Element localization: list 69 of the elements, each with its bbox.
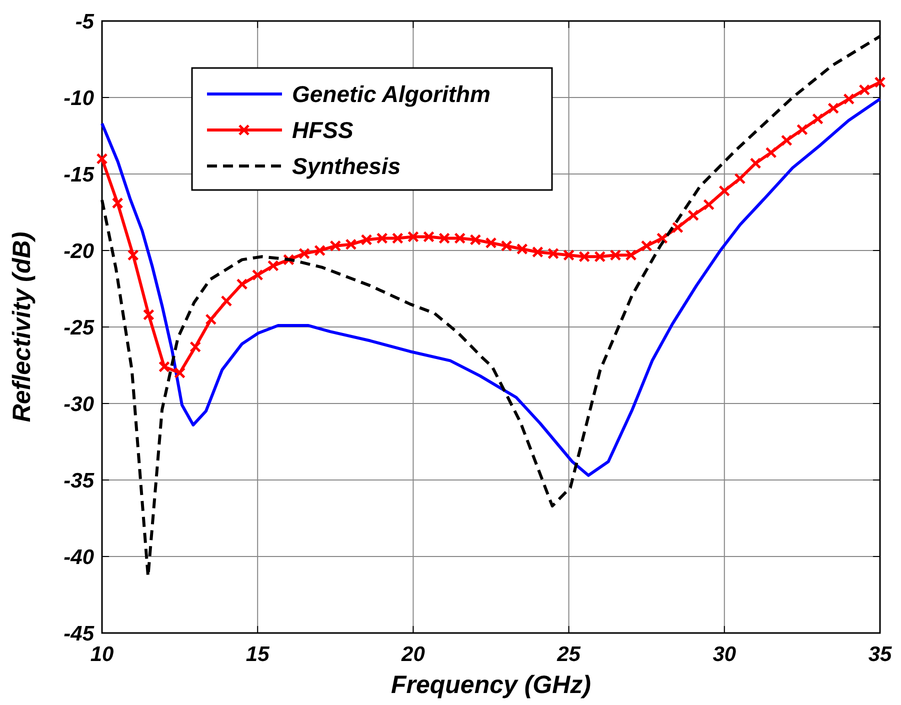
legend-label: Synthesis bbox=[292, 153, 401, 180]
point bbox=[360, 234, 372, 246]
point bbox=[703, 198, 715, 210]
y-axis-title: Reflectivity (dB) bbox=[8, 232, 36, 422]
x-tick-label: 15 bbox=[246, 643, 270, 666]
point bbox=[874, 76, 886, 88]
x-tick-label: 10 bbox=[90, 643, 114, 666]
point bbox=[734, 172, 746, 184]
point bbox=[610, 249, 622, 261]
point bbox=[190, 341, 202, 353]
y-tick-label: -30 bbox=[64, 392, 94, 416]
y-tick-label: -45 bbox=[64, 622, 94, 646]
point bbox=[127, 249, 139, 261]
x-axis-title: Frequency (GHz) bbox=[390, 671, 592, 699]
point bbox=[470, 234, 482, 246]
x-tick-label: 20 bbox=[400, 643, 426, 666]
point bbox=[578, 250, 590, 262]
point bbox=[407, 230, 419, 242]
point bbox=[220, 295, 232, 307]
point bbox=[252, 269, 264, 281]
point bbox=[174, 367, 186, 379]
point bbox=[438, 232, 450, 244]
point bbox=[672, 222, 684, 234]
legend-label: HFSS bbox=[292, 117, 354, 144]
point bbox=[765, 146, 777, 158]
point bbox=[454, 232, 466, 244]
y-tick-label: -35 bbox=[64, 469, 94, 492]
point bbox=[532, 246, 544, 258]
point bbox=[112, 197, 124, 209]
point bbox=[298, 248, 310, 260]
y-tick-label: -40 bbox=[64, 546, 94, 569]
point bbox=[392, 232, 404, 244]
x-tick-label: 25 bbox=[556, 643, 581, 666]
point bbox=[796, 124, 808, 136]
y-tick-label: -15 bbox=[64, 163, 94, 186]
point bbox=[843, 93, 855, 105]
point bbox=[812, 113, 824, 125]
x-tick-label: 35 bbox=[868, 643, 892, 666]
y-tick-label: -5 bbox=[75, 10, 94, 34]
point bbox=[485, 237, 497, 249]
point bbox=[688, 210, 700, 222]
point bbox=[423, 230, 435, 242]
point bbox=[858, 84, 870, 96]
point bbox=[516, 243, 528, 255]
point bbox=[376, 232, 388, 244]
point bbox=[158, 361, 170, 373]
point bbox=[718, 185, 730, 197]
point bbox=[500, 240, 512, 252]
point bbox=[547, 248, 559, 260]
x-tick-label: 30 bbox=[712, 643, 736, 666]
point bbox=[563, 249, 575, 261]
point bbox=[625, 249, 637, 261]
point bbox=[236, 278, 248, 290]
point bbox=[640, 240, 652, 252]
point bbox=[780, 134, 792, 146]
point bbox=[205, 314, 217, 326]
point bbox=[750, 158, 762, 170]
point bbox=[267, 260, 279, 272]
legend-label: Genetic Algorithm bbox=[292, 81, 490, 108]
point bbox=[314, 244, 326, 256]
point bbox=[330, 240, 342, 252]
point bbox=[828, 102, 840, 114]
y-tick-label: -25 bbox=[64, 316, 94, 340]
point bbox=[594, 250, 606, 262]
point bbox=[142, 309, 154, 321]
y-tick-label: -10 bbox=[64, 86, 94, 110]
point bbox=[345, 238, 357, 250]
point bbox=[96, 152, 108, 164]
y-tick-label: -20 bbox=[64, 240, 94, 263]
